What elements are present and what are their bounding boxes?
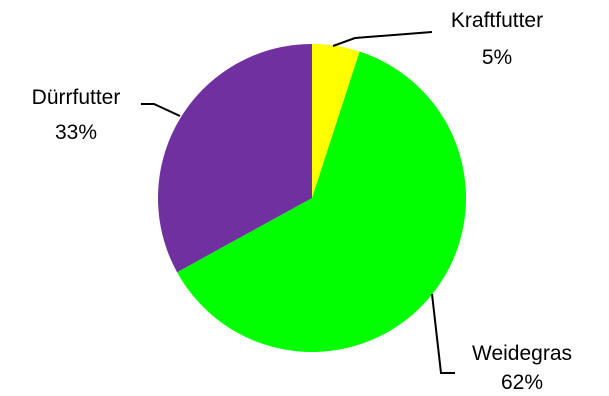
slice-value-duerrfutter: 33% <box>55 121 97 144</box>
pie-slice-kraftfutter <box>312 44 360 198</box>
slice-label-kraftfutter: Kraftfutter <box>451 9 543 32</box>
pie-slice-weidegras <box>177 51 467 353</box>
pie-slice-duerrfutter <box>158 44 312 273</box>
leader-line-kraftfutter <box>332 31 433 47</box>
leader-lines <box>141 31 455 374</box>
slice-value-weidegras: 62% <box>501 371 543 394</box>
slice-label-duerrfutter: Dürrfutter <box>32 86 121 109</box>
pie-slices <box>158 44 467 353</box>
leader-line-weidegras <box>431 293 455 374</box>
slice-value-kraftfutter: 5% <box>482 46 512 69</box>
slice-label-weidegras: Weidegras <box>472 342 572 365</box>
leader-line-duerrfutter <box>141 103 181 117</box>
